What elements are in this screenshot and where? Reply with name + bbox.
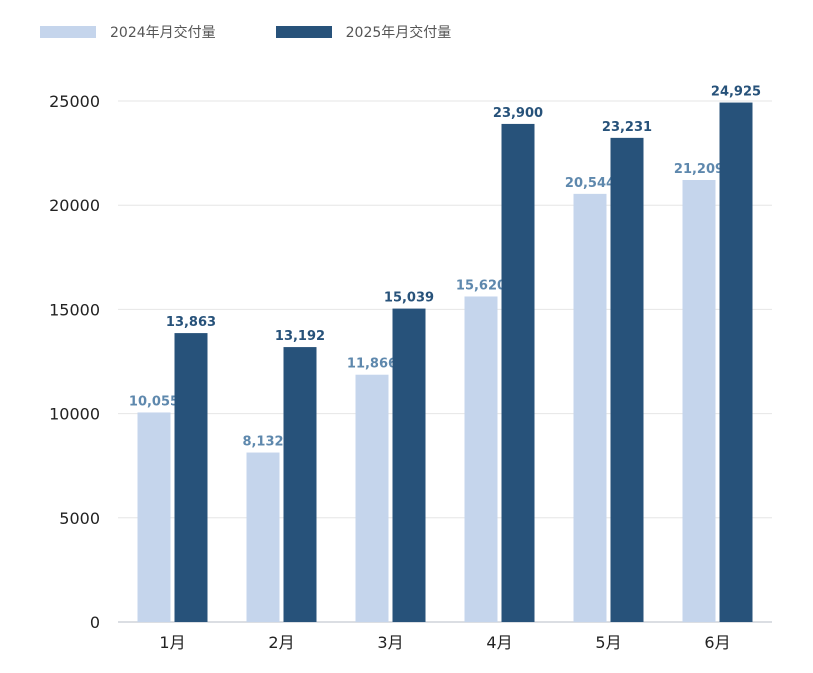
bar-2024: [573, 193, 607, 622]
legend-item-2024: 2024年月交付量: [40, 22, 216, 42]
data-label-2025: 15,039: [384, 291, 434, 306]
y-tick-label: 20000: [49, 196, 100, 215]
x-tick-label: 3月: [377, 633, 403, 652]
legend: 2024年月交付量 2025年月交付量: [40, 22, 451, 42]
data-label-2025: 23,900: [493, 106, 543, 121]
legend-swatch-2024: [40, 26, 96, 38]
x-tick-label: 6月: [704, 633, 730, 652]
y-tick-label: 15000: [49, 300, 100, 319]
bar-2024: [137, 412, 171, 622]
data-label-2024: 11,866: [347, 357, 397, 372]
y-tick-label: 5000: [59, 509, 100, 528]
data-label-2024: 15,620: [456, 278, 506, 293]
bar-2024: [682, 180, 716, 622]
data-label-2024: 8,132: [242, 435, 283, 450]
legend-swatch-2025: [275, 26, 332, 38]
data-label-2024: 21,209: [674, 162, 724, 177]
bar-2024: [355, 374, 389, 622]
y-tick-label: 10000: [49, 405, 100, 424]
y-tick-label: 0: [90, 613, 100, 632]
bar-2025: [283, 347, 317, 622]
data-label-2024: 20,544: [565, 176, 615, 191]
bar-2025: [501, 123, 535, 622]
bar-2024: [246, 452, 280, 622]
x-tick-label: 4月: [486, 633, 512, 652]
bar-2025: [610, 137, 644, 622]
data-label-2024: 10,055: [129, 394, 179, 409]
data-label-2025: 24,925: [711, 85, 761, 100]
bar-2025: [174, 333, 208, 622]
legend-item-2025: 2025年月交付量: [275, 22, 452, 42]
x-tick-label: 5月: [595, 633, 621, 652]
data-label-2025: 13,192: [275, 329, 325, 344]
data-label-2025: 13,863: [166, 315, 216, 330]
legend-label-2025: 2025年月交付量: [345, 25, 452, 41]
bar-2025: [719, 102, 753, 623]
x-tick-label: 2月: [268, 633, 294, 652]
bar-2024: [464, 296, 498, 622]
bar-2025: [392, 308, 426, 622]
x-tick-label: 1月: [159, 633, 185, 652]
legend-label-2024: 2024年月交付量: [110, 25, 216, 41]
data-label-2025: 23,231: [602, 120, 652, 135]
y-tick-label: 25000: [49, 92, 100, 111]
